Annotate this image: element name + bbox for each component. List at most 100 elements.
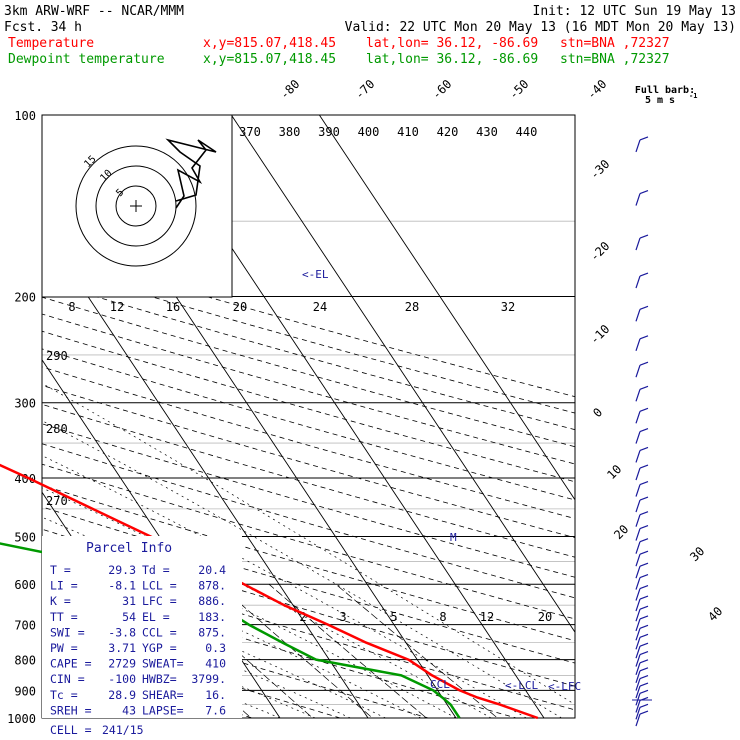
wind-speed-label: 16 xyxy=(166,300,180,314)
wind-barb xyxy=(639,480,649,486)
grid-lines xyxy=(42,115,575,718)
wind-barb xyxy=(635,467,641,481)
wind-barb xyxy=(635,637,641,650)
wind-barb xyxy=(639,562,649,567)
isotherm-label: 0 xyxy=(590,405,605,420)
parcel-row-label: CIN = xyxy=(50,672,85,686)
isotherm-label: -10 xyxy=(587,322,612,347)
wind-barb xyxy=(635,678,641,691)
parcel-row-label: PW = xyxy=(50,641,78,655)
wind-barb xyxy=(639,682,649,687)
dry-adiabat xyxy=(42,599,430,718)
legend-dewpoint: Dewpoint temperature xyxy=(8,52,165,67)
parcel-row-value: 29.3 xyxy=(108,563,136,577)
parcel-row-value: 878. xyxy=(198,579,226,593)
parcel-row-label: EL = xyxy=(142,610,170,624)
parcel-row-label: HWBZ= xyxy=(142,672,177,686)
dry-adiabat xyxy=(42,264,575,414)
parcel-row-label: SREH = xyxy=(50,703,92,717)
parcel-row-label: Td = xyxy=(142,563,170,577)
parcel-row-label: LAPSE= xyxy=(142,703,184,717)
wind-barb xyxy=(639,335,649,340)
parcel-row-value: 7.6 xyxy=(205,703,226,717)
theta-label: 400 xyxy=(358,125,380,139)
isotherm xyxy=(230,115,575,634)
wind-barb xyxy=(635,713,641,727)
wind-barb xyxy=(639,651,649,656)
isotherm-label: 10 xyxy=(604,462,624,482)
parcel-row-label: LCL = xyxy=(142,579,177,593)
wind-barb xyxy=(639,511,649,516)
legend-dewpoint-stn: stn=BNA ,72327 xyxy=(560,52,670,67)
wind-speed-label: 28 xyxy=(405,300,419,314)
theta-label: 430 xyxy=(476,125,498,139)
wind-barb xyxy=(635,588,641,601)
isotherm-label: -50 xyxy=(506,77,531,102)
wind-barb xyxy=(639,385,649,390)
parcel-row-value: 183. xyxy=(198,610,226,624)
wind-barb xyxy=(639,605,649,610)
dry-adiabat xyxy=(42,484,575,642)
parcel-row-label: LI = xyxy=(50,579,78,593)
parcel-row-value: 875. xyxy=(198,625,226,639)
mixing-ratio-label: 8 xyxy=(439,610,446,624)
mixing-ratio-label: 12 xyxy=(480,610,494,624)
parcel-row-value: 54 xyxy=(122,610,136,624)
mixing-ratio-line xyxy=(161,583,314,718)
mixing-ratio-label: 3 xyxy=(339,610,346,624)
wind-barb xyxy=(639,136,649,141)
wind-barb xyxy=(639,305,649,310)
pressure-label-900: 900 xyxy=(14,684,36,698)
wind-barb xyxy=(639,446,649,452)
forecast-hour: 34 h xyxy=(51,20,82,35)
theta-label-lower: 290 xyxy=(46,349,68,363)
wind-barb xyxy=(635,484,641,497)
parcel-row-label: K = xyxy=(50,594,71,608)
isotherm-label: 20 xyxy=(611,522,631,542)
mixing-ratio-label: 2 xyxy=(299,610,306,624)
wind-barb xyxy=(635,554,641,567)
legend-temperature-stn: stn=BNA ,72327 xyxy=(560,36,670,51)
valid-time: Valid: 22 UTC Mon 20 May 13 (16 MDT Mon … xyxy=(345,20,736,35)
parcel-row-value: 43 xyxy=(122,703,136,717)
wind-barb xyxy=(635,700,641,713)
legend-temperature-latlon: lat,lon= 36.12, -86.69 xyxy=(366,36,538,51)
full-barb-label: Full barb: xyxy=(635,85,695,96)
parcel-row-value: 2729 xyxy=(108,657,136,671)
wind-barb xyxy=(635,309,641,322)
wind-barb xyxy=(635,139,641,153)
hodograph-ring xyxy=(115,185,157,227)
wind-barb xyxy=(635,645,641,659)
wind-barb xyxy=(639,407,649,412)
parcel-row-value: 0.3 xyxy=(205,641,226,655)
parcel-row-label: Tc = xyxy=(50,688,78,702)
mixing-ratio-label: 20 xyxy=(538,610,552,624)
dry-adiabat xyxy=(42,330,575,483)
legend-temperature-xy: x,y=815.07,418.45 xyxy=(203,36,336,51)
wind-barb xyxy=(635,499,641,513)
parcel-row-value: -100 xyxy=(108,672,136,686)
hodograph-ring xyxy=(95,165,177,247)
wind-barb xyxy=(635,431,641,444)
parcel-row-value: 3799. xyxy=(191,672,226,686)
theta-label: 410 xyxy=(397,125,419,139)
wind-barb xyxy=(635,618,641,632)
wind-barb xyxy=(635,628,641,641)
wind-barb xyxy=(639,190,649,195)
parcel-row-value: 410 xyxy=(205,657,226,671)
wind-barb xyxy=(639,667,649,672)
forecast-label: Fcst. xyxy=(4,20,43,35)
parcel-row-value: 20.4 xyxy=(198,563,226,577)
isotherm-label: -20 xyxy=(587,239,612,264)
parcel-row-value: 3.71 xyxy=(108,641,136,655)
wind-barbs xyxy=(632,136,652,727)
wind-barb xyxy=(639,595,649,600)
wind-barb xyxy=(639,464,649,469)
parcel-row-label: LFC = xyxy=(142,594,177,608)
wind-barb xyxy=(639,272,649,277)
parcel-row-value: -3.8 xyxy=(108,625,136,639)
wind-barb xyxy=(635,275,641,289)
dry-adiabat xyxy=(42,248,575,398)
hodograph-ring xyxy=(75,145,197,267)
